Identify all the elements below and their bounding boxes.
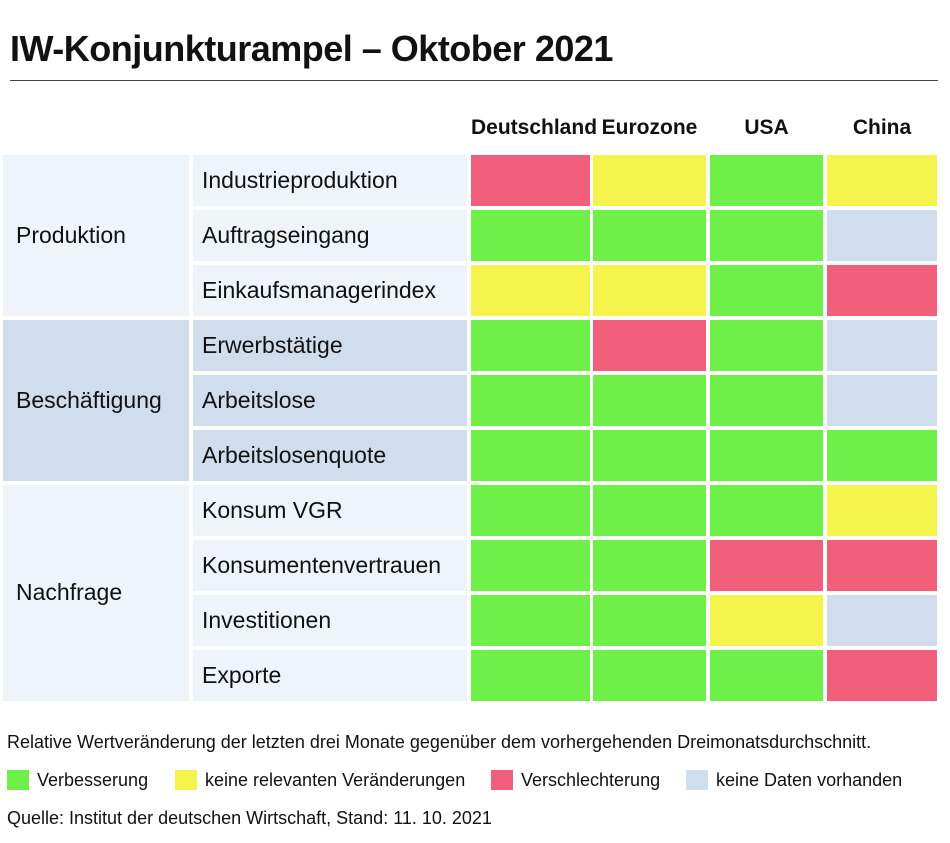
column-header-usa: USA xyxy=(744,116,789,139)
status-cell xyxy=(710,430,823,481)
legend-label: keine relevanten Veränderungen xyxy=(205,770,466,790)
status-cell xyxy=(710,265,823,316)
status-cell xyxy=(827,210,937,261)
status-cell xyxy=(710,210,823,261)
status-cell xyxy=(471,375,590,426)
row-label: Konsum VGR xyxy=(193,485,467,536)
legend-label: keine Daten vorhanden xyxy=(716,770,903,790)
status-cell xyxy=(827,265,937,316)
status-cell xyxy=(710,320,823,371)
group-label: Beschäftigung xyxy=(16,386,162,413)
status-cell xyxy=(593,375,706,426)
row-label: Konsumentenvertrauen xyxy=(193,540,467,591)
source-note: Quelle: Institut der deutschen Wirtschaf… xyxy=(7,808,492,828)
row-label: Erwerbstätige xyxy=(193,320,467,371)
row-label: Auftragseingang xyxy=(193,210,467,261)
status-cell xyxy=(593,650,706,701)
status-cell xyxy=(827,485,937,536)
status-cell xyxy=(593,320,706,371)
status-cell xyxy=(710,375,823,426)
column-header-china: China xyxy=(852,116,912,139)
legend-swatch xyxy=(686,770,708,790)
status-cell xyxy=(827,155,937,206)
status-cell xyxy=(471,540,590,591)
row-label: Investitionen xyxy=(193,595,467,646)
status-cell xyxy=(471,210,590,261)
group-band xyxy=(3,485,189,701)
status-cell xyxy=(593,485,706,536)
status-cell xyxy=(593,210,706,261)
row-label: Industrieproduktion xyxy=(193,155,467,206)
method-note: Relative Wertveränderung der letzten dre… xyxy=(7,732,872,752)
row-label: Exporte xyxy=(193,650,467,701)
chart-title: IW-Konjunkturampel – Oktober 2021 xyxy=(10,28,613,69)
status-cell xyxy=(827,375,937,426)
status-cell xyxy=(827,650,937,701)
status-cell xyxy=(710,650,823,701)
legend-swatch xyxy=(175,770,197,790)
status-cell xyxy=(593,430,706,481)
group-label: Produktion xyxy=(16,221,126,248)
status-cell xyxy=(593,155,706,206)
group-band xyxy=(3,155,189,316)
status-cell xyxy=(827,540,937,591)
status-cell xyxy=(827,595,937,646)
status-cell xyxy=(710,155,823,206)
status-cell xyxy=(710,485,823,536)
group-label: Nachfrage xyxy=(16,579,123,605)
status-cell xyxy=(471,595,590,646)
column-header-deutschland: Deutschland xyxy=(471,116,598,139)
status-cell xyxy=(593,265,706,316)
row-label: Arbeitslose xyxy=(193,375,467,426)
legend-swatch xyxy=(7,770,29,790)
row-label: Arbeitslosenquote xyxy=(193,430,467,481)
status-cell xyxy=(471,320,590,371)
status-cell xyxy=(827,320,937,371)
legend-label: Verschlechterung xyxy=(521,770,661,790)
status-cell xyxy=(471,485,590,536)
row-label: Einkaufsmanagerindex xyxy=(193,265,467,316)
group-band xyxy=(3,320,189,481)
column-header-eurozone: Eurozone xyxy=(601,116,698,139)
status-cell xyxy=(593,540,706,591)
status-cell xyxy=(710,540,823,591)
status-cell xyxy=(471,430,590,481)
title-divider xyxy=(10,80,938,81)
status-cell xyxy=(710,595,823,646)
status-cell xyxy=(471,650,590,701)
status-cell xyxy=(471,155,590,206)
status-cell xyxy=(827,430,937,481)
legend-label: Verbesserung xyxy=(37,770,149,790)
status-cell xyxy=(593,595,706,646)
legend-swatch xyxy=(491,770,513,790)
status-cell xyxy=(471,265,590,316)
